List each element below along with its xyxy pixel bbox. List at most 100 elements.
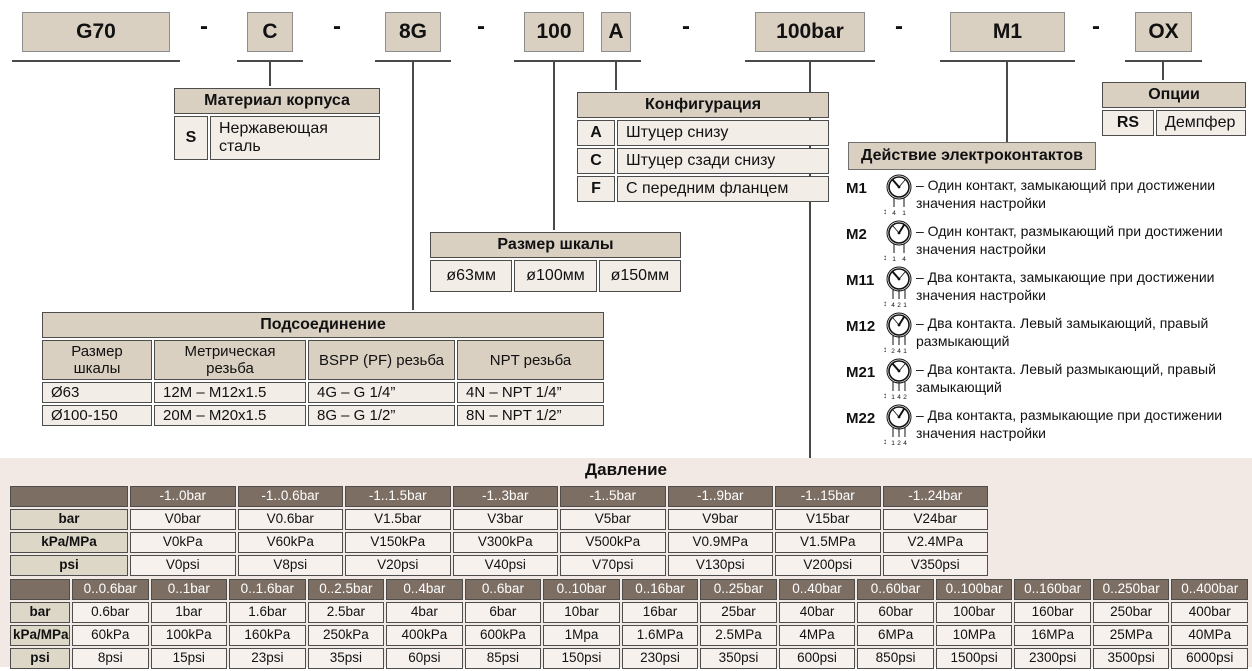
svg-text:4: 4 (897, 394, 901, 401)
table-row: S Нержавеющая сталь (174, 116, 380, 160)
range-code-cell: 2300psi (1014, 647, 1091, 669)
range-code-cell: V1.5bar (345, 508, 451, 530)
range-header-cell: 0..4bar (386, 579, 463, 600)
svg-text:1: 1 (903, 302, 907, 309)
range-code-cell: 6bar (464, 601, 542, 623)
table-cell: 8N – NPT 1/2” (457, 405, 605, 426)
range-header-cell: -1..3bar (452, 486, 558, 507)
svg-text:1: 1 (892, 256, 896, 263)
range-header-cell: 0..1.6bar (229, 579, 306, 600)
range-header-cell: 0..400bar (1171, 579, 1248, 600)
table-cell: 8G – G 1/2” (308, 405, 455, 426)
unit-label-cell: kPa/MPa (10, 624, 70, 646)
contact-description: – Два контакта. Левый размыкающий, правы… (916, 361, 1216, 396)
gauge-icon: 1 2 4 ↕ (882, 404, 916, 448)
svg-text:4: 4 (903, 440, 907, 447)
range-code-cell: 60kPa (72, 624, 149, 646)
range-header-cell: -1..15bar (775, 486, 881, 507)
contact-description: – Два контакта, замыкающие при достижени… (916, 269, 1215, 304)
code-separator: - (477, 13, 485, 40)
table-header-row: Материал корпуса (174, 88, 380, 114)
range-code-cell: 40MPa (1171, 624, 1248, 646)
column-header: NPT резьба (457, 340, 605, 380)
range-code-cell: 6000psi (1171, 647, 1248, 669)
range-code-cell: V200psi (775, 554, 881, 576)
scale-size-table: Размер шкалы ø63мм ø100мм ø150мм (428, 230, 683, 294)
range-code-cell: V350psi (882, 554, 988, 576)
segment-underline (375, 60, 451, 62)
option-code: C (577, 148, 615, 174)
table-cell: 4G – G 1/4” (308, 382, 455, 403)
svg-text:4: 4 (892, 210, 896, 217)
options-title: Опции (1102, 82, 1246, 108)
unit-label-cell: kPa/MPa (10, 531, 128, 553)
option-code: S (174, 116, 208, 160)
code-segment: G70 (22, 12, 170, 52)
vacuum-range-table: -1..0bar -1..0.6bar -1..1.5bar -1..3bar -1..… (8, 484, 990, 578)
scale-title: Размер шкалы (430, 232, 681, 258)
svg-text:↕: ↕ (883, 345, 887, 354)
range-code-cell: V130psi (667, 554, 773, 576)
range-code-cell: 10bar (543, 601, 620, 623)
contact-item: M12 2 4 1 ↕ – Два контакта. Левый замыкающий,… (846, 312, 1250, 356)
positive-range-table: 0..0.6bar 0..1bar 0..1.6bar 0..2.5bar 0..4ba… (8, 577, 1250, 671)
table-header-row: Конфигурация (577, 92, 829, 118)
range-header-cell: -1..1.5bar (345, 486, 451, 507)
code-separator: - (682, 13, 690, 40)
segment-underline (940, 60, 1075, 62)
contacts-section-title: Действие электроконтактов (848, 142, 1096, 170)
contact-description: – Один контакт, замыкающий при достижени… (916, 177, 1216, 212)
range-header-cell: 0..25bar (700, 579, 777, 600)
configuration-title: Конфигурация (577, 92, 829, 118)
range-code-cell: 25MPa (1092, 624, 1170, 646)
connector-line-scale (553, 62, 555, 230)
code-segment: C (247, 12, 293, 52)
connector-line-material (269, 62, 271, 86)
range-code-cell: V2.4MPa (882, 531, 988, 553)
range-header-cell: -1..0.6bar (237, 486, 343, 507)
unit-label-cell: psi (10, 554, 128, 576)
range-code-cell: 1.6bar (229, 601, 306, 623)
table-row: Ø63 12M – M12x1.5 4G – G 1/4” 4N – NPT 1/4” (42, 382, 605, 403)
option-label: Штуцер снизу (617, 120, 829, 146)
range-code-cell: 230psi (621, 647, 699, 669)
range-code-cell: 1.6MPa (621, 624, 699, 646)
table-cell: 12M – M12x1.5 (154, 382, 306, 403)
range-code-cell: 10MPa (935, 624, 1013, 646)
range-code-cell: 160kPa (229, 624, 306, 646)
connector-line-contacts (1006, 62, 1008, 142)
material-table: Материал корпуса S Нержавеющая сталь (172, 86, 382, 162)
range-code-cell: 16MPa (1014, 624, 1091, 646)
range-code-cell: 400kPa (386, 624, 463, 646)
svg-text:2: 2 (897, 302, 901, 309)
table-row: kPa/MPa V0kPa V60kPa V150kPa V300kPa V500kPa V… (10, 531, 988, 553)
range-code-cell: V500kPa (560, 531, 666, 553)
svg-text:↕: ↕ (883, 299, 887, 308)
range-code-cell: V60kPa (237, 531, 343, 553)
segment-underline (237, 60, 303, 62)
table-cell: 4N – NPT 1/4” (457, 382, 605, 403)
gauge-icon: 4 2 1 ↕ (882, 266, 916, 310)
option-label: Нержавеющая сталь (210, 116, 380, 160)
svg-text:1: 1 (902, 210, 906, 217)
connector-line-configuration (615, 62, 617, 90)
unit-label-cell: psi (10, 647, 70, 669)
range-code-cell: V3bar (452, 508, 558, 530)
range-code-cell: 60bar (857, 601, 934, 623)
range-header-cell: 0..0.6bar (72, 579, 149, 600)
range-code-cell: 150psi (543, 647, 620, 669)
segment-underline (1125, 60, 1202, 62)
table-header-row: Размер шкалы (430, 232, 681, 258)
option-label: С передним фланцем (617, 176, 829, 202)
table-cell: Ø100-150 (42, 405, 152, 426)
range-code-cell: 1500psi (935, 647, 1013, 669)
code-separator: - (333, 13, 341, 40)
configuration-table: Конфигурация A Штуцер снизу C Штуцер сзади с… (575, 90, 831, 204)
contact-code: M2 (846, 226, 867, 243)
code-segment: 100bar (755, 12, 865, 52)
range-code-cell: 6MPa (857, 624, 934, 646)
scale-option: ø150мм (598, 260, 681, 292)
range-code-cell: 8psi (72, 647, 149, 669)
range-code-cell: 60psi (386, 647, 463, 669)
segment-underline (745, 60, 875, 62)
